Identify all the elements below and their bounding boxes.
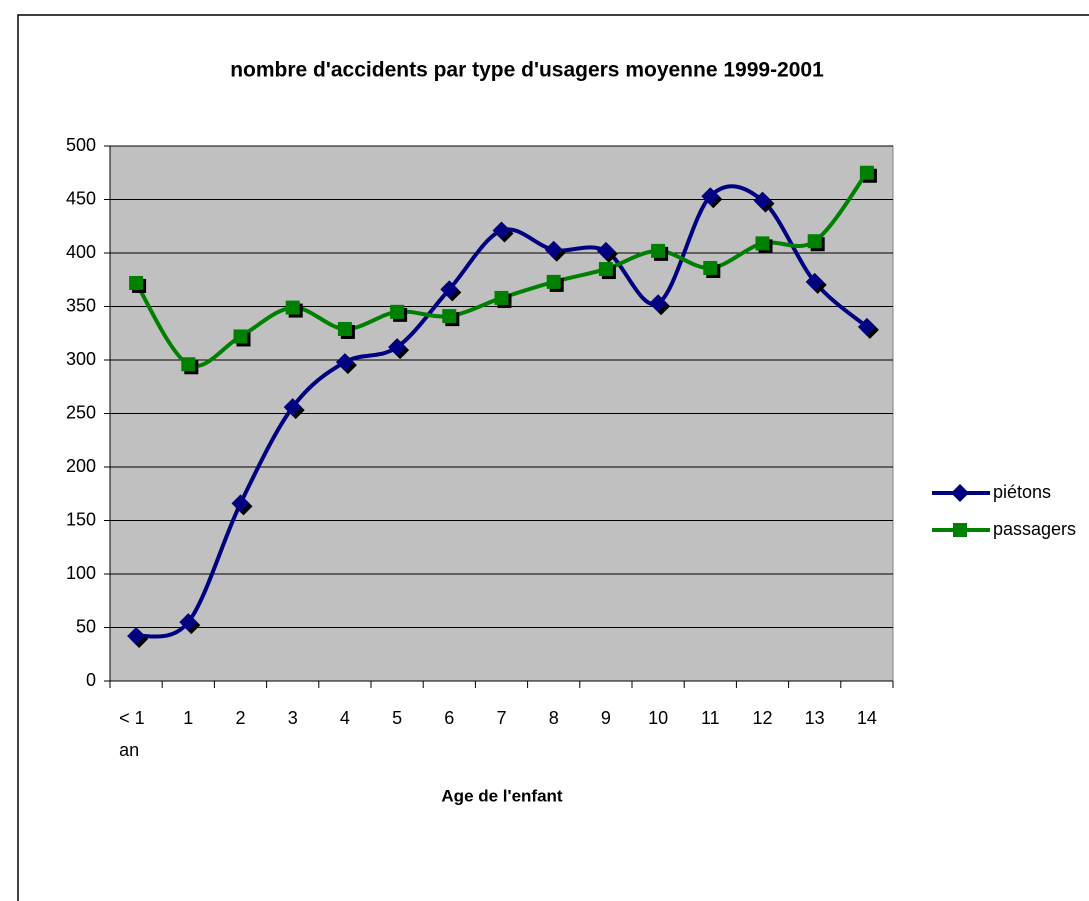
legend-label: passagers [993,519,1076,539]
legend-marker [953,523,967,537]
x-tick-label: 6 [444,708,454,728]
x-tick-label: 13 [805,708,825,728]
x-tick-label: 3 [288,708,298,728]
marker [701,187,720,206]
marker [544,240,563,259]
y-tick-label: 150 [66,509,96,529]
marker [335,353,354,372]
marker [129,275,144,290]
y-tick-label: 0 [86,670,96,690]
x-tick-label: 7 [496,708,506,728]
marker [442,309,457,324]
marker [546,274,561,289]
y-tick-label: 350 [66,295,96,315]
marker [390,304,405,319]
x-tick-label: 1 [183,708,193,728]
x-tick-label: 14 [857,708,877,728]
marker [755,236,770,251]
marker [181,357,196,372]
x-tick-label: 4 [340,708,350,728]
chart-title: nombre d'accidents par type d'usagers mo… [230,59,824,82]
marker [857,317,876,336]
x-tick-label: 2 [235,708,245,728]
marker [753,191,772,210]
marker [285,300,300,315]
x-tick-label: 10 [648,708,668,728]
marker [388,338,407,357]
marker [807,234,822,249]
x-tick-label: 9 [601,708,611,728]
marker [703,260,718,275]
legend-label: piétons [993,482,1051,502]
marker [651,243,666,258]
marker [440,280,459,299]
y-tick-label: 200 [66,456,96,476]
x-tick-label: < 1 an [119,708,150,760]
marker [859,165,874,180]
y-tick-label: 300 [66,349,96,369]
y-tick-label: 500 [66,135,96,155]
y-tick-label: 100 [66,563,96,583]
x-tick-label: 8 [549,708,559,728]
marker [233,329,248,344]
marker [596,241,615,260]
marker [649,294,668,313]
marker [805,272,824,291]
x-tick-label: 5 [392,708,402,728]
marker [492,221,511,240]
marker [231,494,250,513]
marker [494,290,509,305]
x-tick-label: 12 [752,708,772,728]
x-axis-label: Age de l'enfant [441,786,563,805]
y-tick-label: 400 [66,242,96,262]
marker [337,321,352,336]
y-tick-label: 50 [76,616,96,636]
marker [179,613,198,632]
marker [598,262,613,277]
marker [283,398,302,417]
y-tick-label: 450 [66,188,96,208]
marker [127,627,146,646]
x-tick-label: 11 [701,708,720,728]
y-tick-label: 250 [66,402,96,422]
legend-marker [951,484,969,502]
